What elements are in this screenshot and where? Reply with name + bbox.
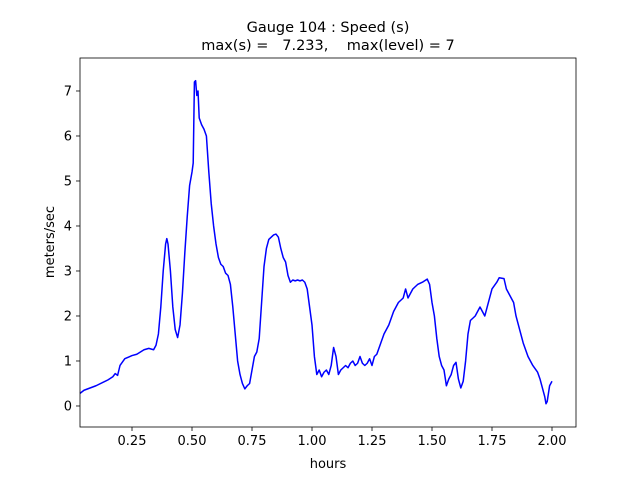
x-tick-label: 1.25 — [358, 434, 387, 449]
x-tick-label: 1.00 — [298, 434, 327, 449]
y-tick-label: 3 — [64, 264, 72, 279]
y-axis-label: meters/sec — [43, 206, 58, 278]
y-tick-label: 2 — [64, 309, 72, 324]
y-tick-label: 0 — [64, 399, 72, 414]
x-tick-label: 1.75 — [478, 434, 507, 449]
y-tick-label: 4 — [64, 219, 72, 234]
line-series — [79, 79, 553, 405]
x-axis-label: hours — [310, 457, 347, 472]
x-tick-label: 0.75 — [238, 434, 267, 449]
plot-frame — [79, 57, 577, 428]
x-tick-label: 0.50 — [178, 434, 207, 449]
y-tick-label: 1 — [64, 354, 72, 369]
y-tick-label: 6 — [64, 129, 72, 144]
y-tick-label: 7 — [64, 84, 72, 99]
y-tick-label: 5 — [64, 174, 72, 189]
x-tick-label: 2.00 — [538, 434, 567, 449]
x-tick-label: 1.50 — [418, 434, 447, 449]
x-tick-label: 0.25 — [118, 434, 147, 449]
chart-subtitle: max(s) = 7.233, max(level) = 7 — [201, 38, 455, 54]
chart-title: Gauge 104 : Speed (s) — [247, 20, 410, 36]
